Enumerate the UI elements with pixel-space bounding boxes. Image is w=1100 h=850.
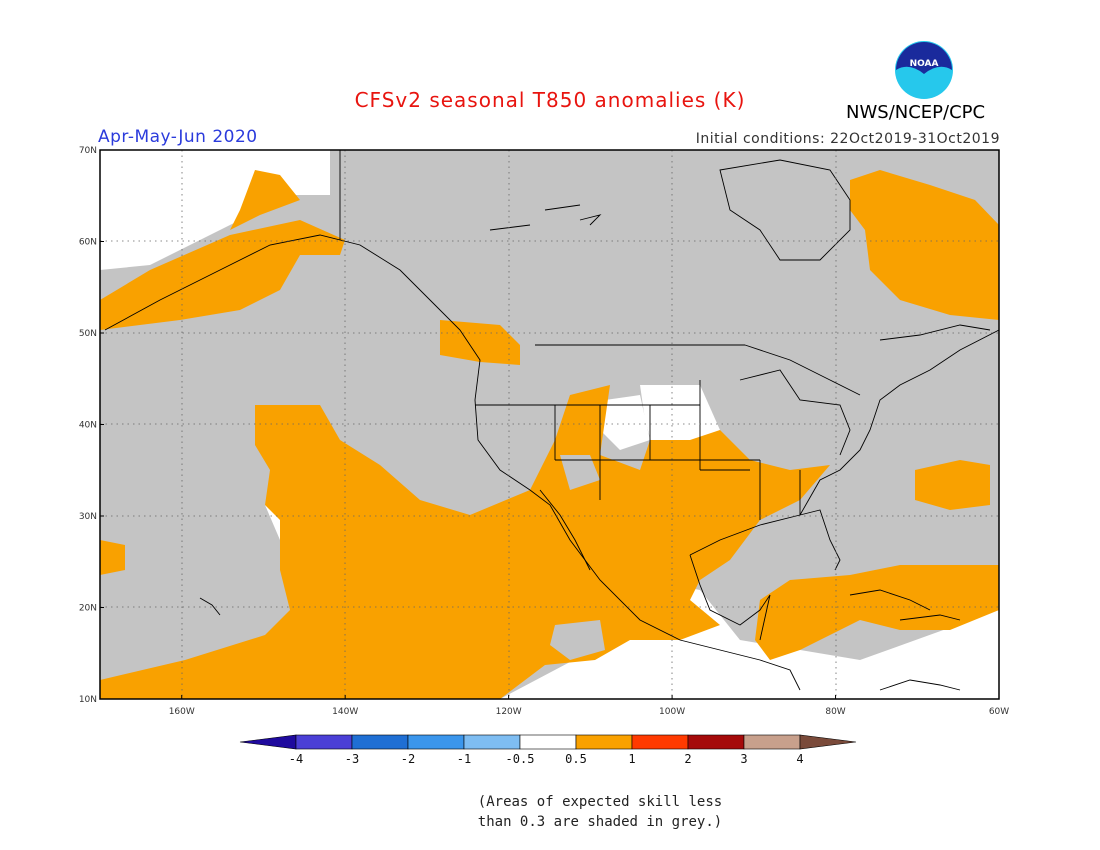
colorbar-box: [463, 734, 521, 750]
season-label: Apr-May-Jun 2020: [98, 127, 258, 147]
colorbar-label: 2: [684, 752, 691, 766]
colorbar-box: [687, 734, 745, 750]
colorbar-box: [519, 734, 577, 750]
colorbar-label: -2: [401, 752, 415, 766]
colorbar-label: -4: [289, 752, 303, 766]
colorbar-box: [407, 734, 465, 750]
lat-tick-label: 20N: [79, 604, 97, 614]
lon-tick-label: 120W: [496, 707, 522, 717]
colorbar-box: [575, 734, 633, 750]
map-field: [100, 150, 999, 699]
coastlines: [104, 150, 999, 691]
initial-conditions-label: Initial conditions: 22Oct2019-31Oct2019: [695, 131, 1000, 147]
skill-note: (Areas of expected skill less than 0.3 a…: [470, 792, 730, 832]
colorbar-arrow-high: [799, 734, 857, 750]
colorbar-box: [743, 734, 801, 750]
logo-text: NOAA: [910, 59, 939, 69]
skill-note-line-2: than 0.3 are shaded in grey.): [477, 814, 723, 830]
colorbar-box: [351, 734, 409, 750]
colorbar-box: [295, 734, 353, 750]
colorbar-label: -0.5: [506, 752, 535, 766]
colorbar-label: 3: [740, 752, 747, 766]
lon-tick-label: 80W: [825, 707, 845, 717]
grid-lines: [100, 150, 999, 699]
lon-tick-label: 100W: [659, 707, 685, 717]
skill-note-line-1: (Areas of expected skill less: [477, 794, 723, 810]
lat-tick-label: 30N: [79, 512, 97, 522]
lon-tick-label: 60W: [989, 707, 1009, 717]
agency-label: NWS/NCEP/CPC: [846, 102, 986, 123]
lat-tick-label: 10N: [79, 695, 97, 705]
colorbar-label: 0.5: [565, 752, 587, 766]
colorbar-label: 4: [796, 752, 803, 766]
colorbar-arrow-low: [239, 734, 297, 750]
lat-tick-label: 60N: [79, 238, 97, 248]
colorbar-label: -3: [345, 752, 359, 766]
lon-tick-label: 160W: [169, 707, 195, 717]
lat-tick-label: 70N: [79, 146, 97, 156]
lon-tick-label: 140W: [332, 707, 358, 717]
lat-tick-label: 50N: [79, 329, 97, 339]
chart-title: CFSv2 seasonal T850 anomalies (K): [354, 88, 746, 112]
lat-tick-label: 40N: [79, 421, 97, 431]
noaa-logo: NOAA: [895, 41, 953, 99]
colorbar-label: -1: [457, 752, 471, 766]
colorbar-box: [631, 734, 689, 750]
colorbar-label: 1: [628, 752, 635, 766]
